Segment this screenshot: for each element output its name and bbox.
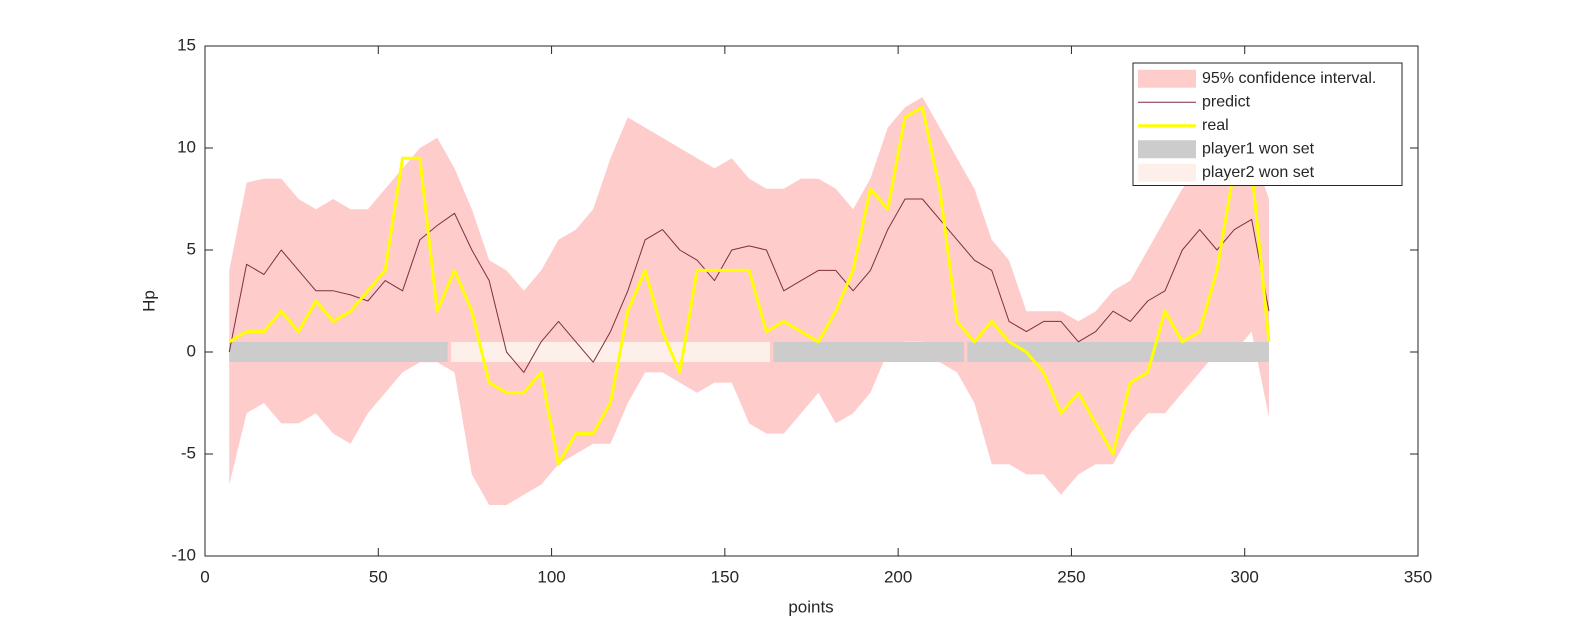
legend-swatch [1138,140,1196,159]
set-bar [967,342,1269,362]
legend-swatch [1138,69,1196,88]
legend-swatch [1138,163,1196,182]
y-tick-label: -5 [181,443,196,462]
set-bar [229,342,448,362]
series-line [228,198,1270,373]
x-tick-label: 50 [369,567,388,586]
legend: 95% confidence interval. predict real playe… [1132,62,1403,186]
legend-label: predict [1202,93,1251,110]
legend-label: player1 won set [1202,140,1315,157]
set-bar [451,342,770,362]
x-tick-label: 200 [884,567,912,586]
legend-label: 95% confidence interval. [1202,70,1376,87]
x-tick-label: 250 [1057,567,1085,586]
y-tick-label: 15 [177,35,196,54]
x-tick-label: 100 [537,567,565,586]
y-tick-label: 10 [177,137,196,156]
series-line [228,105,1271,466]
set-bar [773,342,964,362]
x-axis-label: points [788,597,833,616]
y-tick-label: 0 [187,341,196,360]
y-tick-label: -10 [171,545,196,564]
y-axis-label: Hp [139,290,158,312]
y-tick-label: 5 [187,239,196,258]
legend-label: real [1202,117,1229,134]
x-tick-label: 350 [1404,567,1432,586]
confidence-band [229,97,1269,505]
x-tick-label: 150 [711,567,739,586]
x-tick-label: 0 [200,567,209,586]
legend-label: player2 won set [1202,164,1315,181]
axes-frame [204,45,1419,557]
x-tick-label: 300 [1231,567,1259,586]
plot-area [228,97,1271,505]
